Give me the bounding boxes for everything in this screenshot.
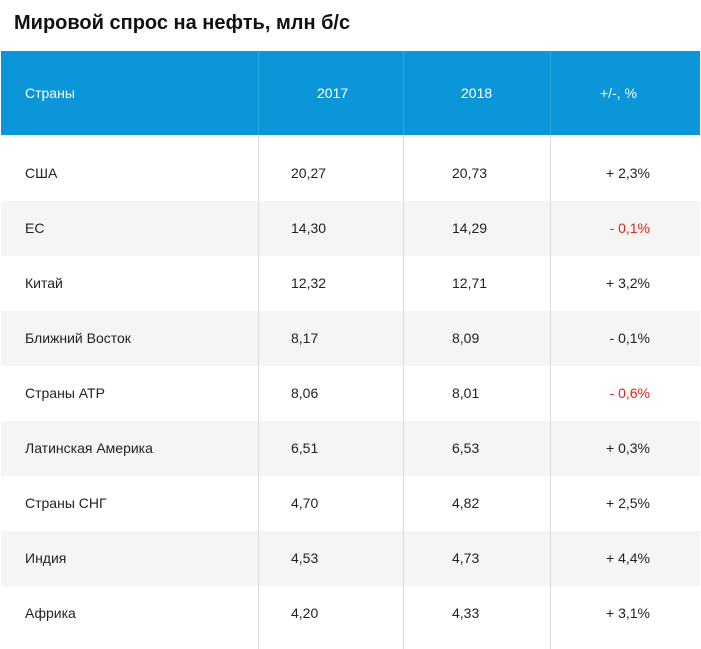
table-row: Страны АТР 8,06 8,01 - 0,6% bbox=[1, 366, 700, 421]
cell-country: Индия bbox=[25, 550, 67, 566]
header-2018: 2018 bbox=[461, 85, 493, 101]
column-divider bbox=[258, 51, 259, 649]
cell-change: + 0,3% bbox=[606, 440, 650, 456]
cell-2018: 4,73 bbox=[452, 550, 480, 566]
cell-2017: 4,53 bbox=[291, 550, 319, 566]
cell-2017: 12,32 bbox=[291, 275, 327, 291]
cell-country: ЕС bbox=[25, 220, 45, 236]
cell-country: Страны АТР bbox=[25, 385, 105, 401]
header-change: +/-, % bbox=[600, 85, 637, 101]
header-divider bbox=[550, 51, 551, 135]
cell-2017: 4,20 bbox=[291, 605, 319, 621]
cell-2018: 6,53 bbox=[452, 440, 480, 456]
table-row: Латинская Америка 6,51 6,53 + 0,3% bbox=[1, 421, 700, 476]
column-divider bbox=[403, 51, 404, 649]
column-divider bbox=[550, 51, 551, 649]
cell-2017: 6,51 bbox=[291, 440, 319, 456]
table-row: Страны СНГ 4,70 4,82 + 2,5% bbox=[1, 476, 700, 531]
table-header: Страны 2017 2018 +/-, % bbox=[1, 51, 700, 135]
cell-2017: 8,06 bbox=[291, 385, 319, 401]
table-row: Африка 4,20 4,33 + 3,1% bbox=[1, 586, 700, 641]
table-row: Индия 4,53 4,73 + 4,4% bbox=[1, 531, 700, 586]
cell-country: Латинская Америка bbox=[25, 440, 153, 456]
cell-country: Страны СНГ bbox=[25, 495, 107, 511]
cell-change: - 0,1% bbox=[609, 220, 650, 236]
cell-change: - 0,6% bbox=[609, 385, 650, 401]
cell-2018: 8,09 bbox=[452, 330, 480, 346]
cell-2018: 20,73 bbox=[452, 165, 488, 181]
header-divider bbox=[403, 51, 404, 135]
cell-2018: 8,01 bbox=[452, 385, 480, 401]
cell-country: США bbox=[25, 165, 58, 181]
header-divider bbox=[258, 51, 259, 135]
cell-2018: 4,33 bbox=[452, 605, 480, 621]
cell-2018: 4,82 bbox=[452, 495, 480, 511]
cell-country: Ближний Восток bbox=[25, 330, 131, 346]
cell-change: + 3,1% bbox=[606, 605, 650, 621]
cell-change: + 2,3% bbox=[606, 165, 650, 181]
cell-change: + 3,2% bbox=[606, 275, 650, 291]
table-row: Ближний Восток 8,17 8,09 - 0,1% bbox=[1, 311, 700, 366]
table-row: ЕС 14,30 14,29 - 0,1% bbox=[1, 201, 700, 256]
header-countries: Страны bbox=[25, 85, 75, 101]
cell-2017: 14,30 bbox=[291, 220, 327, 236]
table-row: Китай 12,32 12,71 + 3,2% bbox=[1, 256, 700, 311]
cell-country: Китай bbox=[25, 275, 63, 291]
cell-change: + 4,4% bbox=[606, 550, 650, 566]
cell-2018: 14,29 bbox=[452, 220, 488, 236]
page-title: Мировой спрос на нефть, млн б/с bbox=[14, 12, 351, 34]
oil-demand-table: Страны 2017 2018 +/-, % США 20,27 20,73 … bbox=[1, 51, 700, 649]
cell-2018: 12,71 bbox=[452, 275, 488, 291]
header-2017: 2017 bbox=[317, 85, 349, 101]
cell-2017: 20,27 bbox=[291, 165, 327, 181]
cell-country: Африка bbox=[25, 605, 76, 621]
cell-2017: 8,17 bbox=[291, 330, 319, 346]
cell-change: + 2,5% bbox=[606, 495, 650, 511]
cell-change: - 0,1% bbox=[609, 330, 650, 346]
cell-2017: 4,70 bbox=[291, 495, 319, 511]
table-row: США 20,27 20,73 + 2,3% bbox=[1, 146, 700, 201]
